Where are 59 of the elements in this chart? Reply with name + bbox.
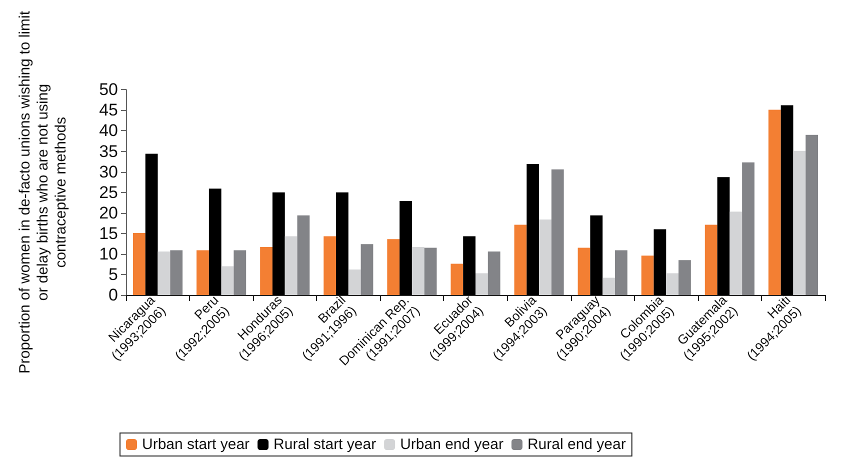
bar: [768, 110, 781, 295]
bar: [387, 239, 400, 295]
bar: [476, 273, 488, 295]
y-tick-label: 45: [99, 100, 118, 120]
bar: [324, 236, 336, 295]
bar: [602, 278, 615, 295]
bar: [132, 232, 146, 295]
bar: [806, 134, 818, 295]
bar: [145, 154, 158, 295]
bar: [793, 150, 806, 295]
bar: [614, 250, 628, 295]
bar: [539, 219, 552, 295]
bar: [704, 224, 718, 295]
y-tick-label: 15: [99, 224, 118, 243]
bar: [208, 188, 222, 295]
bar: [400, 200, 412, 295]
bar: [730, 212, 742, 295]
bar: [260, 246, 272, 295]
y-tick-label: 20: [99, 203, 118, 222]
bar: [234, 250, 246, 295]
y-tick-label: 30: [99, 162, 118, 182]
bar: [348, 270, 361, 295]
bar: [514, 224, 527, 295]
bar: [717, 177, 730, 295]
bar: [780, 105, 794, 295]
y-tick-label: 35: [99, 142, 118, 161]
bar: [654, 229, 666, 295]
bar: [666, 273, 679, 295]
legend-label: Urban end year: [400, 436, 504, 453]
bar: [158, 251, 170, 295]
legend-label: Rural end year: [527, 436, 626, 453]
bar: [412, 246, 424, 295]
bar: [578, 248, 590, 295]
y-tick-label: 40: [99, 121, 118, 140]
bar: [360, 244, 374, 295]
bar: [297, 215, 310, 295]
legend-label: Urban start year: [142, 436, 250, 453]
legend-label: Rural start year: [274, 436, 376, 453]
bar: [488, 251, 500, 295]
bar: [526, 164, 540, 295]
bar: [272, 192, 285, 295]
bar: [196, 250, 209, 295]
bar: [336, 192, 348, 295]
y-tick-label: 50: [99, 80, 118, 100]
y-axis-title: Proportion of women in de-facto unions wishing to limit or delay births who are not using contraceptive methods: [16, 10, 70, 374]
bar: [590, 215, 603, 295]
bar: [641, 256, 654, 295]
bar: [742, 162, 754, 295]
bar: [678, 260, 691, 295]
y-tick-label: 10: [99, 244, 118, 264]
bar: [221, 266, 234, 295]
bar: [450, 264, 464, 295]
bar: [170, 250, 183, 295]
bar: [463, 236, 476, 295]
bar: [551, 169, 564, 295]
y-tick-label: 5: [108, 264, 118, 284]
bar: [284, 236, 298, 295]
bar: [424, 248, 437, 295]
y-tick-label: 25: [99, 182, 118, 202]
